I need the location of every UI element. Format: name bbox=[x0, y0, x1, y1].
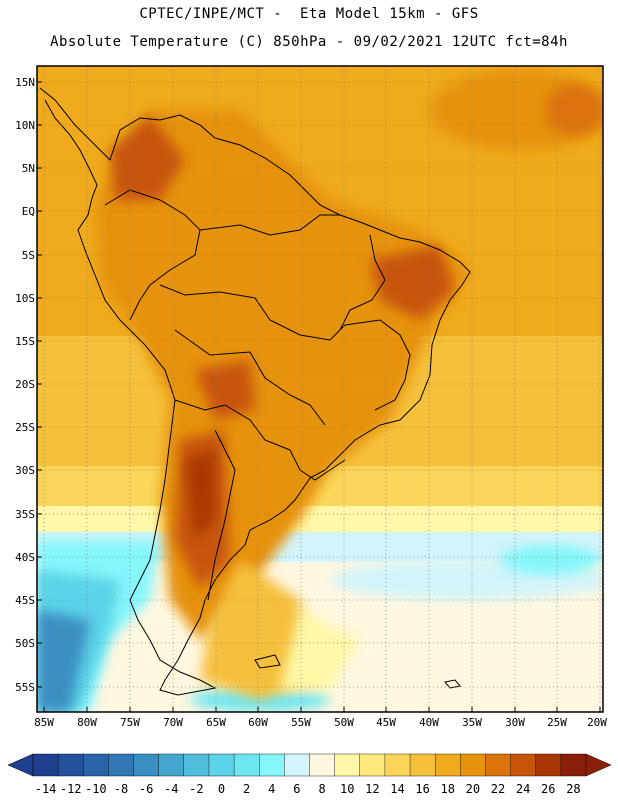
color-swatch bbox=[359, 753, 386, 777]
lat-label: 40S bbox=[15, 551, 35, 564]
lon-label: 55W bbox=[291, 716, 311, 729]
color-swatch bbox=[233, 753, 260, 777]
lat-label: 50S bbox=[15, 637, 35, 650]
coastlines-and-borders bbox=[39, 87, 471, 696]
color-swatch bbox=[133, 753, 160, 777]
color-swatch bbox=[409, 753, 436, 777]
lon-label: 40W bbox=[419, 716, 439, 729]
lat-label: 15N bbox=[15, 76, 35, 89]
color-scale-label: -14 bbox=[34, 782, 57, 796]
color-swatch bbox=[384, 753, 411, 777]
color-swatch bbox=[460, 753, 486, 777]
lat-label: 10N bbox=[15, 119, 35, 132]
color-swatch bbox=[434, 753, 461, 777]
color-scale-label: 26 bbox=[541, 782, 556, 796]
map-frame bbox=[36, 65, 604, 713]
color-swatch bbox=[510, 753, 537, 777]
color-scale-label: 4 bbox=[268, 782, 276, 796]
lon-label: 35W bbox=[462, 716, 482, 729]
color-swatch bbox=[158, 753, 185, 777]
color-scale-label: -4 bbox=[164, 782, 179, 796]
lat-label: 45S bbox=[15, 594, 35, 607]
lon-label: 80W bbox=[77, 716, 97, 729]
cb-arrow-right bbox=[585, 753, 612, 777]
color-scale-label: 12 bbox=[365, 782, 380, 796]
color-scale-label: -2 bbox=[189, 782, 204, 796]
lon-label: 45W bbox=[376, 716, 396, 729]
color-scale-label: 24 bbox=[515, 782, 531, 796]
color-swatch bbox=[208, 753, 235, 777]
color-scale-label: -6 bbox=[138, 782, 154, 796]
cb-arrow-left bbox=[7, 753, 34, 777]
lon-label: 75W bbox=[120, 716, 140, 729]
color-swatch bbox=[309, 753, 336, 777]
color-scale-label: 18 bbox=[440, 782, 455, 796]
cb-cells bbox=[32, 753, 587, 777]
lat-label: EQ bbox=[21, 205, 35, 218]
lon-label: 25W bbox=[547, 716, 567, 729]
lon-label: 60W bbox=[248, 716, 268, 729]
color-scale-label: 16 bbox=[415, 782, 430, 796]
color-scale-label: 0 bbox=[217, 782, 226, 796]
color-scale-label: 20 bbox=[465, 782, 481, 796]
color-scale-label: -8 bbox=[113, 782, 129, 796]
title-line-1: CPTEC/INPE/MCT - Eta Model 15km - GFS bbox=[139, 6, 479, 22]
lon-label: 20W bbox=[587, 716, 607, 729]
lat-label: 25S bbox=[15, 421, 35, 434]
color-swatch bbox=[560, 753, 587, 777]
color-scale-label: 14 bbox=[390, 782, 405, 796]
lat-label: 10S bbox=[15, 292, 35, 305]
lat-label: 20S bbox=[15, 378, 35, 391]
color-scale-label: -12 bbox=[59, 782, 82, 796]
color-scale-bar bbox=[7, 753, 612, 777]
lon-label: 30W bbox=[505, 716, 525, 729]
color-swatch bbox=[284, 753, 310, 777]
lat-label: 5N bbox=[21, 162, 35, 175]
color-scale-label: 22 bbox=[490, 782, 506, 796]
lat-label: 15S bbox=[15, 335, 35, 348]
map-svg bbox=[36, 65, 604, 713]
color-swatch bbox=[83, 753, 109, 777]
lon-label: 50W bbox=[334, 716, 354, 729]
temperature-map bbox=[36, 65, 604, 713]
axis-ticks bbox=[37, 81, 601, 712]
color-swatch bbox=[108, 753, 135, 777]
lon-label: 65W bbox=[206, 716, 226, 729]
temperature-field bbox=[37, 66, 603, 712]
color-scale-label: -10 bbox=[84, 782, 107, 796]
color-scale-label: 28 bbox=[566, 782, 581, 796]
color-swatch bbox=[32, 753, 59, 777]
title-line-2: Absolute Temperature (C) 850hPa - 09/02/… bbox=[50, 34, 568, 50]
lon-label: 70W bbox=[163, 716, 183, 729]
color-swatch bbox=[183, 753, 210, 777]
lon-label: 85W bbox=[34, 716, 54, 729]
color-scale-label: 2 bbox=[243, 782, 251, 796]
color-swatch bbox=[57, 753, 84, 777]
color-swatch bbox=[259, 753, 285, 777]
lat-label: 55S bbox=[15, 681, 35, 694]
lat-label: 5S bbox=[21, 249, 35, 262]
lat-label: 35S bbox=[15, 508, 35, 521]
lat-label: 30S bbox=[15, 464, 35, 477]
color-scale-label: 8 bbox=[318, 782, 326, 796]
color-scale-label: 6 bbox=[293, 782, 301, 796]
color-swatch bbox=[334, 753, 361, 777]
color-swatch bbox=[535, 753, 562, 777]
color-scale-label: 10 bbox=[339, 782, 355, 796]
color-swatch bbox=[485, 753, 512, 777]
